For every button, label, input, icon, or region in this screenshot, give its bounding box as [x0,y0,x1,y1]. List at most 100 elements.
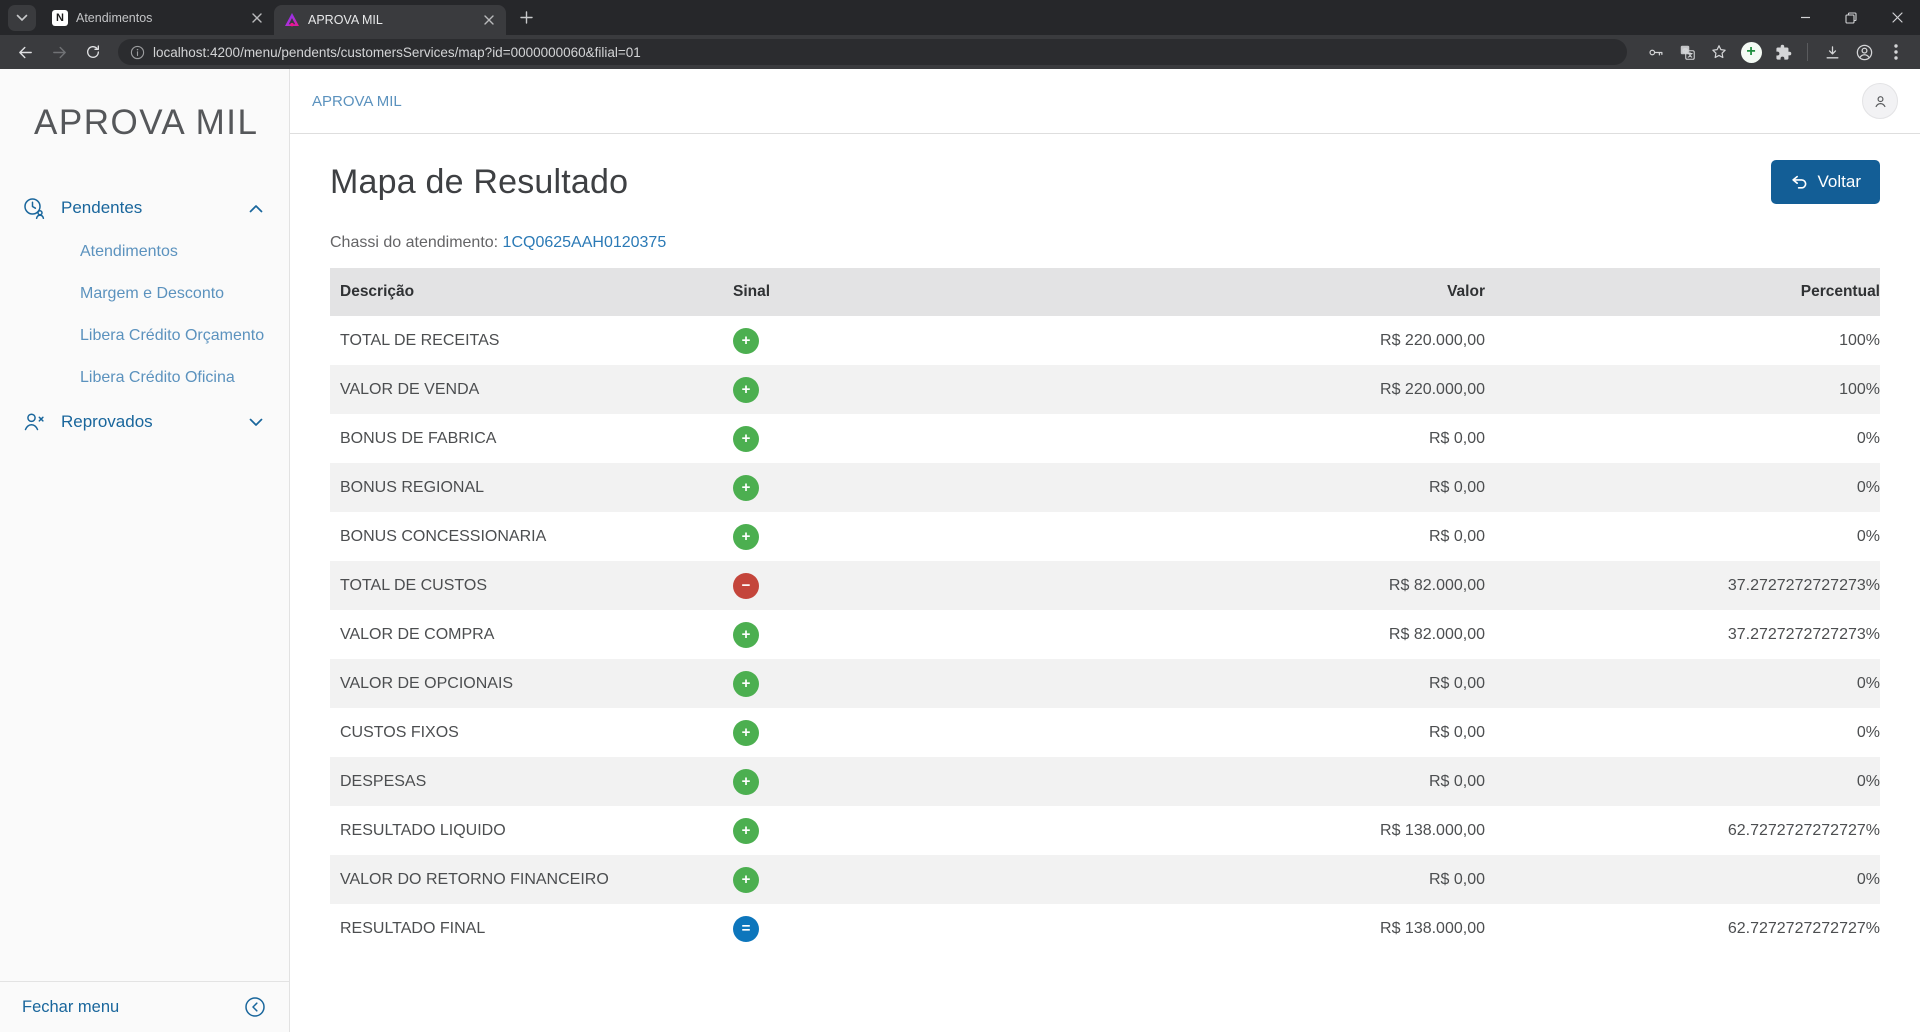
menu-kebab-icon[interactable] [1882,38,1910,66]
new-tab-button[interactable] [512,4,540,32]
row-descricao: VALOR DE COMPRA [340,625,495,643]
app-logo: APROVA MIL [34,103,259,142]
pending-clock-person-icon [22,196,46,220]
table-row: VALOR DE VENDA + R$ 220.000,00 100% [330,365,1880,414]
header-sinal: Sinal [725,268,1055,316]
voltar-button[interactable]: Voltar [1770,160,1880,204]
row-percentual: 0% [1856,429,1880,447]
sidebar-item-label: Pendentes [61,198,143,217]
window-controls [1782,0,1920,35]
sinal-badge: + [733,768,759,795]
address-bar[interactable]: localhost:4200/menu/pendents/customersSe… [118,39,1627,65]
tab-close-icon[interactable] [480,11,498,29]
row-descricao: DESPESAS [340,772,427,790]
sinal-badge: + [733,425,759,452]
chevron-left-circle-icon [243,995,267,1019]
row-valor: R$ 0,00 [1428,429,1485,447]
tab-close-icon[interactable] [248,9,266,27]
table-row: RESULTADO LIQUIDO + R$ 138.000,00 62.727… [330,806,1880,855]
chassi-value: 1CQ0625AAH0120375 [502,234,667,251]
sidebar: APROVA MIL Pendentes Atendimentos Margem… [0,69,290,1032]
row-valor: R$ 82.000,00 [1388,625,1485,643]
row-descricao: TOTAL DE RECEITAS [340,331,500,349]
sinal-badge: − [733,572,759,599]
row-percentual: 0% [1856,478,1880,496]
profile-avatar-icon[interactable] [1850,38,1878,66]
table-row: BONUS REGIONAL + R$ 0,00 0% [330,463,1880,512]
main-panel: APROVA MIL Mapa de Resultado Voltar [290,69,1920,1032]
table-body: TOTAL DE RECEITAS + R$ 220.000,00 100% V… [330,316,1880,953]
undo-arrow-icon [1790,173,1809,192]
person-icon [1872,93,1889,110]
row-valor: R$ 0,00 [1428,527,1485,545]
table-row: CUSTOS FIXOS + R$ 0,00 0% [330,708,1880,757]
site-info-icon[interactable] [130,45,145,60]
toolbar-divider [1807,43,1808,61]
row-descricao: BONUS CONCESSIONARIA [340,527,547,545]
row-descricao: BONUS REGIONAL [340,478,485,496]
sinal-badge: + [733,670,759,697]
row-descricao: RESULTADO FINAL [340,919,486,937]
browser-tab-atendimentos[interactable]: N Atendimentos [42,5,274,31]
sidebar-submenu-pendentes: Atendimentos Margem e Desconto Libera Cr… [0,231,289,399]
table-row: TOTAL DE CUSTOS − R$ 82.000,00 37.272727… [330,561,1880,610]
tab-search-button[interactable] [8,4,36,31]
tab-title: Atendimentos [76,10,153,25]
aprova-mil-favicon-icon [284,12,300,28]
row-valor: R$ 0,00 [1428,870,1485,888]
green-plus-extension-icon: + [1740,41,1762,63]
close-menu-label: Fechar menu [22,997,120,1016]
row-percentual: 37.2727272727273% [1727,625,1880,643]
row-descricao: CUSTOS FIXOS [340,723,459,741]
table-row: DESPESAS + R$ 0,00 0% [330,757,1880,806]
row-percentual: 0% [1856,723,1880,741]
row-descricao: VALOR DE VENDA [340,380,480,398]
row-valor: R$ 0,00 [1428,478,1485,496]
row-valor: R$ 0,00 [1428,772,1485,790]
extension-adblock-icon[interactable]: + [1737,38,1765,66]
row-percentual: 37.2727272727273% [1727,576,1880,594]
downloads-icon[interactable] [1818,38,1846,66]
breadcrumb[interactable]: APROVA MIL [312,92,402,110]
user-button[interactable] [1862,83,1898,119]
sinal-badge: + [733,474,759,501]
window-minimize-button[interactable] [1782,0,1828,35]
forward-button[interactable] [44,38,74,66]
row-percentual: 62.7272727272727% [1727,919,1880,937]
chassi-line: Chassi do atendimento: 1CQ0625AAH0120375 [330,234,1880,252]
header-percentual: Percentual [1485,268,1880,316]
extensions-puzzle-icon[interactable] [1769,38,1797,66]
sidebar-subitem[interactable]: Libera Crédito Orçamento [80,327,265,344]
browser-tab-aprova-mil[interactable]: APROVA MIL [274,5,506,35]
table-row: TOTAL DE RECEITAS + R$ 220.000,00 100% [330,316,1880,365]
sidebar-subitem[interactable]: Atendimentos [80,243,178,260]
bookmark-star-icon[interactable] [1705,38,1733,66]
sidebar-subitem[interactable]: Libera Crédito Oficina [80,369,235,386]
password-key-icon[interactable] [1641,38,1669,66]
page-title: Mapa de Resultado [330,162,629,201]
close-menu-button[interactable]: Fechar menu [0,981,289,1032]
header-valor: Valor [1055,268,1485,316]
sidebar-item-reprovados[interactable]: Reprovados [0,399,289,445]
row-descricao: VALOR DO RETORNO FINANCEIRO [340,870,609,888]
window-restore-button[interactable] [1828,0,1874,35]
sidebar-subitem[interactable]: Margem e Desconto [80,285,225,302]
table-header-row: Descrição Sinal Valor Percentual [330,268,1880,316]
browser-tabstrip: N Atendimentos APROVA MIL [0,0,1920,35]
table-row: RESULTADO FINAL = R$ 138.000,00 62.72727… [330,904,1880,953]
sidebar-item-label: Reprovados [61,412,153,431]
page-content: Mapa de Resultado Voltar Chassi do atend… [290,134,1920,953]
table-row: VALOR DO RETORNO FINANCEIRO + R$ 0,00 0% [330,855,1880,904]
voltar-label: Voltar [1817,172,1861,191]
row-descricao: VALOR DE OPCIONAIS [340,674,514,692]
sidebar-item-pendentes[interactable]: Pendentes [0,185,289,231]
window-close-button[interactable] [1874,0,1920,35]
back-button[interactable] [10,38,40,66]
translate-icon[interactable]: G [1673,38,1701,66]
url-text: localhost:4200/menu/pendents/customersSe… [153,44,641,60]
table-row: VALOR DE OPCIONAIS + R$ 0,00 0% [330,659,1880,708]
reload-button[interactable] [78,38,108,66]
sidebar-nav: Pendentes Atendimentos Margem e Desconto… [0,185,289,445]
sinal-badge: + [733,866,759,893]
main-topbar: APROVA MIL [290,69,1920,134]
